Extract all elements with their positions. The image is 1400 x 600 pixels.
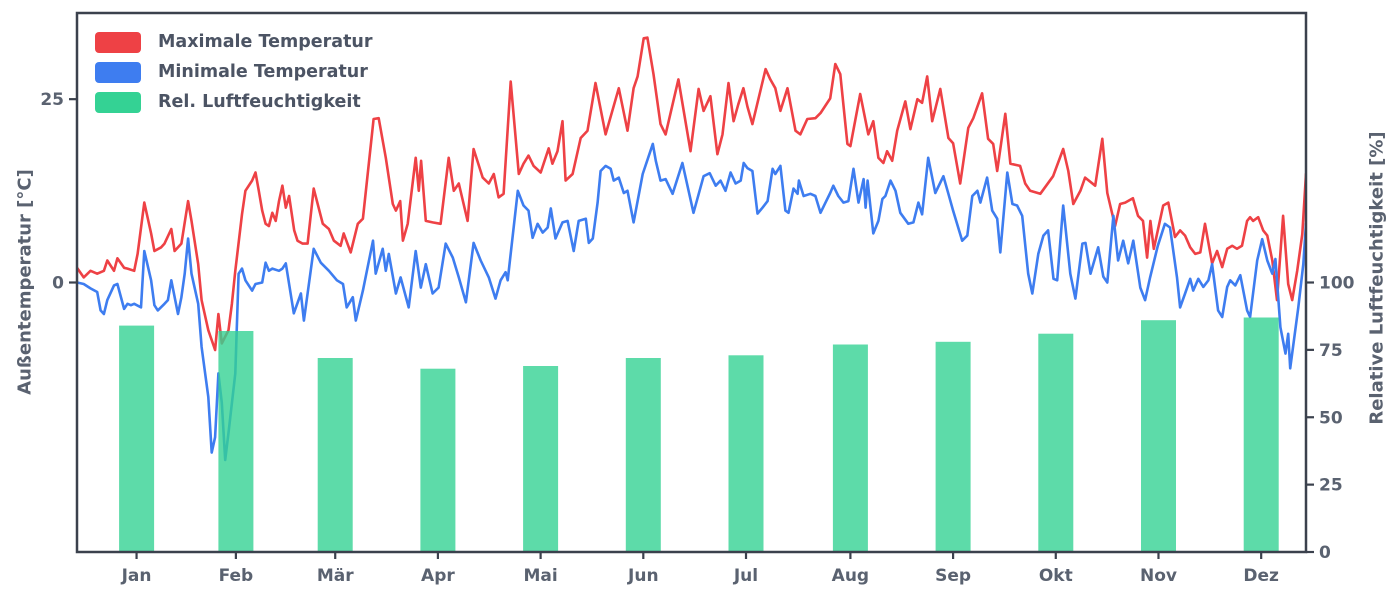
legend-item-0: Maximale Temperatur (95, 31, 373, 53)
legend: Maximale Temperatur Minimale Temperatur Re… (95, 31, 373, 113)
humidity-bar-Jun (625, 358, 661, 551)
legend-label: Maximale Temperatur (158, 32, 373, 52)
humidity-bar-Mär (317, 358, 353, 551)
y-tick-label-right: 100 (1319, 274, 1355, 294)
x-tick-label: Jun (627, 566, 659, 586)
x-tick-label: Sep (935, 566, 971, 586)
y-tick-label-right: 25 (1319, 476, 1343, 496)
humidity-bar-Feb (218, 331, 254, 551)
humidity-bar-Nov (1141, 320, 1176, 551)
x-tick-label: Mai (524, 566, 558, 586)
legend-swatch (95, 91, 141, 113)
humidity-bar-Jan (119, 325, 155, 551)
plot-area (78, 36, 1305, 551)
humidity-bar-Apr (420, 368, 456, 551)
x-tick-label: Feb (219, 566, 254, 586)
legend-swatch (95, 61, 141, 83)
legend-label: Rel. Luftfeuchtigkeit (158, 92, 361, 112)
y-tick-label-right: 0 (1319, 543, 1331, 563)
legend-swatch (95, 31, 141, 53)
y-tick-label-right: 75 (1319, 341, 1343, 361)
min-temperature-line (78, 142, 1305, 462)
y-tick-label-right: 50 (1319, 408, 1343, 428)
left-axis-title: Außentemperatur [°C] (14, 169, 36, 395)
humidity-bar-Dez (1243, 317, 1279, 551)
legend-item-2: Rel. Luftfeuchtigkeit (95, 91, 373, 113)
x-tick-label: Dez (1243, 566, 1279, 586)
x-tick-label: Apr (421, 566, 455, 586)
x-tick-label: Nov (1140, 566, 1177, 586)
legend-label: Minimale Temperatur (158, 62, 368, 82)
humidity-bar-Aug (832, 344, 868, 551)
max-temperature-line (78, 36, 1305, 352)
x-tick-label: Aug (832, 566, 869, 586)
right-axis-title: Relative Luftfeuchtigkeit [%] (1366, 131, 1388, 425)
humidity-bar-Okt (1038, 333, 1074, 551)
x-tick-label: Okt (1039, 566, 1073, 586)
x-tick-label: Jul (733, 566, 758, 586)
humidity-bar-Jul (728, 355, 764, 551)
y-tick-label-left: 25 (40, 90, 64, 110)
legend-item-1: Minimale Temperatur (95, 61, 373, 83)
y-tick-label-left: 0 (52, 274, 64, 294)
x-tick-label: Jan (121, 566, 152, 586)
x-tick-label: Mär (317, 566, 354, 586)
humidity-bar-Sep (935, 341, 971, 551)
humidity-bar-Mai (523, 366, 559, 551)
